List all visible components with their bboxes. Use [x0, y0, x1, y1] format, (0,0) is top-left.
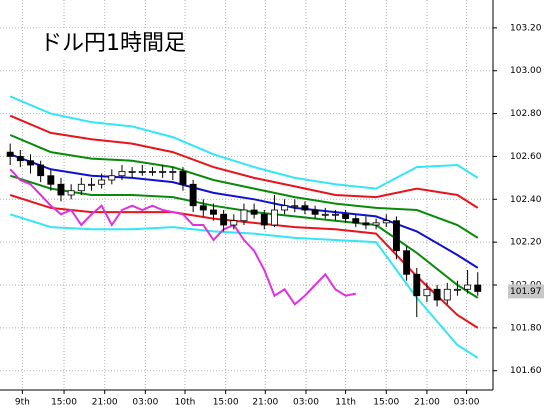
candle-body: [271, 209, 278, 226]
x-tick-label: 03:00: [293, 398, 319, 408]
y-tick-label: 102.60: [510, 152, 542, 162]
candles: [6, 143, 482, 318]
candle-body: [98, 179, 106, 185]
x-tick-label: 21:00: [252, 398, 278, 408]
candle-body: [453, 288, 461, 291]
candle-body: [474, 284, 482, 292]
indicator-line: [9, 114, 479, 209]
candle-body: [220, 213, 228, 226]
candle-body: [372, 222, 380, 226]
candle-body: [413, 273, 421, 297]
indicator-line: [9, 168, 357, 306]
x-tick-label: 15:00: [213, 398, 239, 408]
x-tick-label: 21:00: [92, 398, 118, 408]
y-tick-label: 102.80: [510, 109, 542, 119]
y-tick-label: 102.40: [510, 195, 542, 205]
candle-body: [210, 209, 217, 215]
candle-body: [321, 213, 329, 216]
y-tick-label: 102.20: [510, 238, 542, 248]
y-tick-label: 103.00: [510, 66, 542, 76]
candle-body: [108, 175, 116, 181]
candle-body: [362, 222, 370, 226]
candle-body: [179, 171, 187, 185]
candle-body: [281, 205, 289, 211]
candle-body: [128, 171, 136, 173]
x-tick-label: 03:00: [132, 398, 158, 408]
x-tick-label: 15:00: [51, 398, 77, 408]
x-tick-label: 10th: [175, 398, 196, 408]
candle-body: [291, 205, 299, 208]
indicator-line: [9, 153, 479, 269]
candle-body: [138, 171, 146, 173]
candle-body: [443, 288, 451, 301]
y-tick-label: 101.60: [510, 366, 542, 376]
candle-body: [149, 171, 156, 173]
candle-body: [27, 160, 34, 166]
candle-body: [16, 156, 24, 162]
x-tick-label: 15:00: [373, 398, 399, 408]
candle-body: [331, 213, 339, 216]
candle-body: [301, 205, 309, 211]
candle-body: [57, 183, 65, 196]
candle-body: [392, 220, 400, 252]
x-tick-label: 11th: [335, 398, 356, 408]
x-tick-label: 21:00: [414, 398, 440, 408]
candle-body: [311, 209, 319, 215]
candle-body: [464, 284, 472, 290]
last-price-label: 101.97: [510, 287, 542, 297]
candle-body: [118, 171, 126, 177]
candle-body: [47, 175, 55, 185]
candle-body: [403, 250, 411, 275]
grid: [0, 0, 493, 390]
indicator-lines: [9, 95, 479, 359]
indicator-line: [9, 134, 479, 239]
candle-body: [230, 220, 238, 226]
y-tick-label: 103.20: [510, 23, 542, 33]
candle-body: [169, 171, 177, 173]
candle-body: [159, 171, 167, 173]
candle-body: [382, 220, 390, 224]
candle-body: [352, 218, 360, 224]
candle-body: [77, 183, 85, 192]
x-tick-label: 9th: [15, 398, 30, 408]
candle-body: [423, 288, 431, 297]
candle-body: [88, 183, 95, 186]
title-bg: [38, 28, 172, 58]
candle-body: [189, 183, 197, 207]
candle-body: [240, 209, 248, 222]
candle-body: [433, 288, 441, 301]
last-price-box: [508, 284, 544, 299]
candle-body: [250, 209, 258, 215]
candle-body: [199, 205, 207, 211]
candle-body: [67, 190, 75, 196]
indicator-line: [9, 95, 479, 190]
candle-body: [6, 151, 14, 157]
chart-title: ドル円1時間足: [40, 31, 186, 56]
x-tick-label: 03:00: [454, 398, 480, 408]
candle-body: [260, 213, 268, 226]
candle-body: [37, 164, 45, 177]
candle-body: [342, 213, 350, 219]
y-tick-label: 101.80: [510, 323, 542, 333]
